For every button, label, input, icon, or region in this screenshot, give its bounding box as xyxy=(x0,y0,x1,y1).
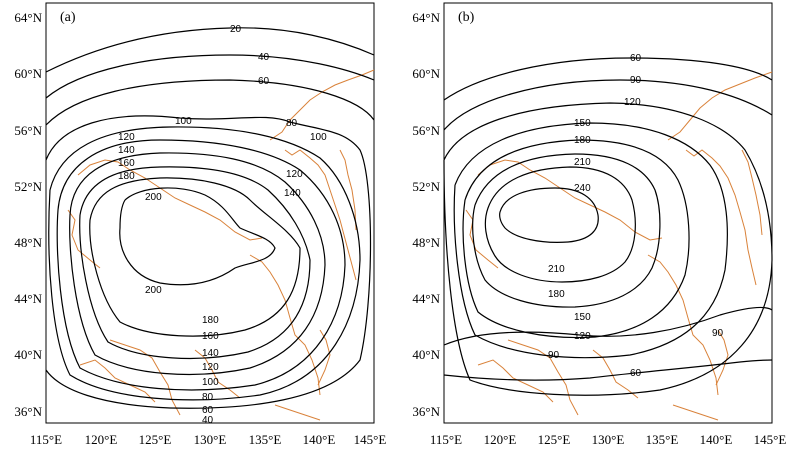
panel-a-lon-145: 145°E xyxy=(354,432,387,447)
panel-b-contour-labels: 60 90 120 150 180 210 240 210 180 150 12… xyxy=(548,53,724,379)
panel-b-clab: 60 xyxy=(630,368,642,379)
panel-b-lat-48: 48°N xyxy=(412,235,440,250)
panel-b-lon-140: 140°E xyxy=(700,432,733,447)
panel-b-clab: 120 xyxy=(624,97,641,108)
panel-a-lat-36: 36°N xyxy=(14,404,42,419)
panel-b-clab: 240 xyxy=(574,183,591,194)
panel-a: (a) 64°N 60°N 56°N 52°N 48°N 44°N 40°N 3… xyxy=(14,2,387,447)
panel-b-clab: 60 xyxy=(630,53,642,64)
panel-b-lon-145: 145°E xyxy=(754,432,787,447)
panel-b-clab: 150 xyxy=(574,312,591,323)
panel-b-clab: 120 xyxy=(574,331,591,342)
panel-a-clab: 100 xyxy=(175,116,192,127)
panel-a-clab: 140 xyxy=(284,188,301,199)
panel-a-clab: 60 xyxy=(258,76,270,87)
panel-a-lat-56: 56°N xyxy=(14,123,42,138)
panel-a-clab: 80 xyxy=(286,118,298,129)
panel-a-clab: 60 xyxy=(202,405,214,416)
panel-b-label: (b) xyxy=(458,10,475,25)
panel-a-lat-44: 44°N xyxy=(14,291,42,306)
panel-b-lat-44: 44°N xyxy=(412,291,440,306)
panel-a-contour-labels: 20 40 60 80 100 100 120 120 140 140 160 … xyxy=(118,24,327,426)
panel-b-lat-64: 64°N xyxy=(412,10,440,25)
panel-b-clab: 210 xyxy=(574,157,591,168)
panel-a-lat-60: 60°N xyxy=(14,66,42,81)
panel-a-clab: 140 xyxy=(202,348,219,359)
panel-a-clab: 20 xyxy=(230,24,242,35)
panel-a-clab: 160 xyxy=(118,158,135,169)
panel-a-clab: 40 xyxy=(202,415,214,426)
panel-a-lon-130: 130°E xyxy=(194,432,227,447)
panel-a-clab: 180 xyxy=(202,315,219,326)
panel-a-coastline xyxy=(67,69,375,421)
panel-a-lon-135: 135°E xyxy=(249,432,282,447)
panel-a-lon-125: 125°E xyxy=(139,432,172,447)
panel-a-lat-40: 40°N xyxy=(14,347,42,362)
panel-a-clab: 200 xyxy=(145,285,162,296)
panel-b-clab: 90 xyxy=(630,75,642,86)
panel-b-clab: 180 xyxy=(574,135,591,146)
panel-a-label: (a) xyxy=(60,10,76,25)
panel-b-clab: 90 xyxy=(712,328,724,339)
panel-a-lon-115: 115°E xyxy=(30,432,62,447)
panel-b-clab: 90 xyxy=(548,350,560,361)
panel-a-lat-64: 64°N xyxy=(14,10,42,25)
panel-a-lat-52: 52°N xyxy=(14,179,42,194)
panel-a-contours xyxy=(45,27,375,409)
panel-b-lon-115: 115°E xyxy=(430,432,462,447)
panel-a-clab: 180 xyxy=(118,171,135,182)
panel-b-lon-125: 125°E xyxy=(538,432,571,447)
panel-a-clab: 120 xyxy=(118,132,135,143)
panel-b-contours xyxy=(443,57,773,396)
panel-a-clab: 140 xyxy=(118,145,135,156)
panel-b: (b) 64°N 60°N 56°N 52°N 48°N 44°N 40°N 3… xyxy=(412,2,787,447)
panel-b-coastline xyxy=(465,71,773,421)
panel-b-clab: 150 xyxy=(574,118,591,129)
panel-b-clab: 210 xyxy=(548,264,565,275)
panel-b-lat-60: 60°N xyxy=(412,66,440,81)
panel-a-clab: 100 xyxy=(202,377,219,388)
panel-a-clab: 120 xyxy=(286,169,303,180)
panel-b-lon-135: 135°E xyxy=(646,432,679,447)
panel-b-lon-120: 120°E xyxy=(484,432,517,447)
panel-b-lat-56: 56°N xyxy=(412,123,440,138)
panel-a-clab: 100 xyxy=(310,132,327,143)
panel-a-clab: 120 xyxy=(202,362,219,373)
panel-a-frame xyxy=(45,2,375,424)
panel-a-lon-120: 120°E xyxy=(85,432,118,447)
panel-b-lat-52: 52°N xyxy=(412,179,440,194)
panel-b-lon-130: 130°E xyxy=(592,432,625,447)
panel-a-clab: 40 xyxy=(258,52,270,63)
panel-b-lat-40: 40°N xyxy=(412,347,440,362)
panel-b-frame xyxy=(443,2,773,424)
panel-a-clab: 80 xyxy=(202,392,214,403)
panel-a-lon-140: 140°E xyxy=(303,432,336,447)
panel-a-clab: 200 xyxy=(145,192,162,203)
panel-b-clab: 180 xyxy=(548,289,565,300)
panel-b-lat-36: 36°N xyxy=(412,404,440,419)
panel-a-lat-48: 48°N xyxy=(14,235,42,250)
panel-a-clab: 160 xyxy=(202,331,219,342)
